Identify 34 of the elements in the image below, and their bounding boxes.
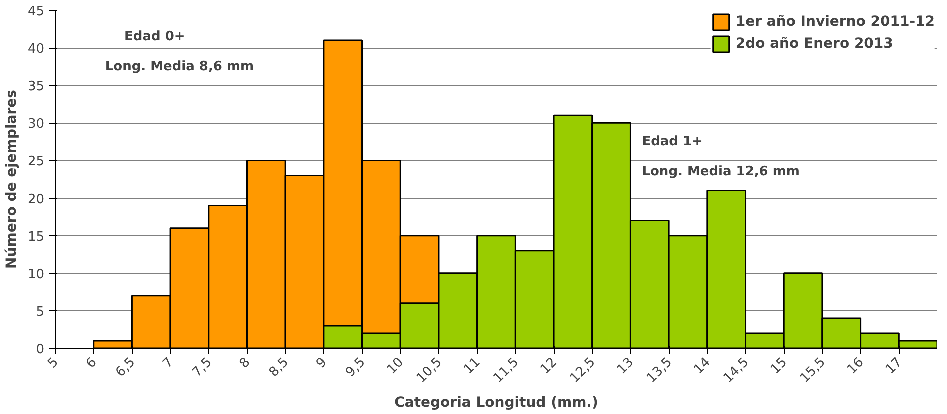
legend-label: 2do año Enero 2013	[736, 36, 894, 52]
x-tick-label: 8,5	[266, 355, 292, 380]
y-tick-label: 40	[28, 42, 45, 58]
x-tick-label: 14	[691, 355, 714, 378]
x-tick-label: 8	[237, 355, 254, 372]
x-tick-label: 6,5	[113, 355, 139, 380]
x-tick-label: 7	[160, 355, 177, 372]
y-tick-label: 35	[28, 80, 45, 95]
y-tick-label: 25	[28, 154, 45, 170]
x-tick-label: 11	[461, 355, 484, 378]
x-tick-label: 17	[883, 355, 906, 378]
y-tick-label: 5	[36, 304, 45, 320]
y-tick-label: 10	[28, 267, 45, 282]
x-tick-label: 9	[314, 355, 330, 372]
x-tick-label: 12	[538, 355, 560, 378]
annotation: Long. Media 12,6 mm	[642, 164, 800, 180]
annotation: Edad 1+	[642, 134, 703, 150]
legend-label: 1er año Invierno 2011-12	[736, 14, 935, 30]
y-axis-title: Número de ejemplares	[4, 90, 20, 269]
x-axis-title: Categoria Longitud (mm.)	[394, 395, 598, 412]
x-tick-label: 16	[844, 355, 868, 378]
y-tick-label: 0	[36, 342, 45, 358]
y-tick-label: 15	[28, 230, 45, 245]
x-tick-label: 9,5	[343, 355, 369, 380]
annotation: Long. Media 8,6 mm	[105, 59, 254, 74]
y-tick-label: 20	[28, 192, 45, 208]
annotation: Edad 0+	[124, 29, 186, 44]
y-tick-label: 30	[28, 117, 45, 132]
x-tick-label: 10	[384, 355, 407, 378]
x-tick-label: 13	[614, 355, 638, 378]
x-tick-label: 7,5	[190, 355, 216, 380]
x-tick-label: 6	[84, 355, 100, 372]
y-tick-label: 45	[28, 4, 45, 20]
x-tick-label: 15	[768, 355, 790, 378]
